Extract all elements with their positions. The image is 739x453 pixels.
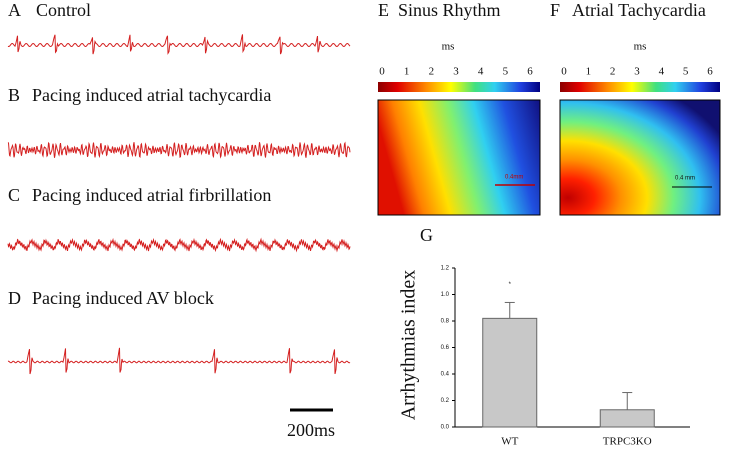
y-tick-label: 1.0 xyxy=(441,292,450,298)
panel-letter: A xyxy=(8,0,21,20)
panel-title: Pacing induced AV block xyxy=(32,288,214,308)
activation-map xyxy=(559,99,721,216)
panel-letter: F xyxy=(550,0,560,20)
colorbar-tick-label: 0 xyxy=(561,66,567,78)
colorbar-tick-label: 5 xyxy=(683,66,689,78)
colorbar-tick-label: 6 xyxy=(707,66,713,78)
panel-letter: E xyxy=(378,0,389,20)
panel-title: Sinus Rhythm xyxy=(398,0,501,20)
panel-title: Atrial Tachycardia xyxy=(572,0,706,20)
panel-letter: C xyxy=(8,185,20,205)
unit: ms xyxy=(442,41,455,53)
y-tick-label: 0.6 xyxy=(441,345,450,351)
x-tick-label: WT xyxy=(501,436,518,448)
y-tick-label: 0.8 xyxy=(441,319,450,325)
bar xyxy=(482,317,538,428)
annotation: * xyxy=(509,282,512,288)
y-tick-label: 0.2 xyxy=(441,398,450,404)
colorbar xyxy=(560,82,720,92)
colorbar-tick-label: 6 xyxy=(527,66,533,78)
colorbar-tick-label: 1 xyxy=(404,66,410,78)
colorbar-tick-label: 4 xyxy=(478,66,484,78)
ecg-trace xyxy=(7,347,351,375)
colorbar-tick-label: 2 xyxy=(429,66,435,78)
unit: ms xyxy=(634,41,647,53)
panel-letter: D xyxy=(8,288,21,308)
map-scale-label: 0.4 mm xyxy=(675,176,695,182)
y-axis-label: Arrhythmias index xyxy=(398,270,420,421)
panel-title: Control xyxy=(36,0,91,20)
colorbar-tick-label: 0 xyxy=(379,66,385,78)
colorbar-tick-label: 1 xyxy=(586,66,592,78)
y-tick-label: 1.2 xyxy=(441,266,450,272)
colorbar-tick-label: 2 xyxy=(610,66,616,78)
colorbar-tick-label: 4 xyxy=(659,66,665,78)
panel-letter: B xyxy=(8,85,20,105)
colorbar-tick-label: 3 xyxy=(634,66,640,78)
scale-label: 200ms xyxy=(287,420,335,440)
colorbar xyxy=(378,82,540,92)
bar xyxy=(599,409,655,428)
colorbar-tick-label: 3 xyxy=(453,66,459,78)
ecg-trace xyxy=(7,237,351,253)
map-scale-label: 0.4mm xyxy=(505,175,523,181)
ecg-trace xyxy=(7,34,351,55)
x-tick-label: TRPC3KO xyxy=(603,436,652,448)
ecg-trace xyxy=(7,141,351,159)
y-tick-label: 0.4 xyxy=(441,372,450,378)
y-tick-label: 0.0 xyxy=(441,425,450,431)
panel-letter: G xyxy=(420,225,433,245)
panel-title: Pacing induced atrial firbrillation xyxy=(32,185,271,205)
activation-map xyxy=(377,99,541,216)
colorbar-tick-label: 5 xyxy=(503,66,509,78)
panel-title: Pacing induced atrial tachycardia xyxy=(32,85,271,105)
